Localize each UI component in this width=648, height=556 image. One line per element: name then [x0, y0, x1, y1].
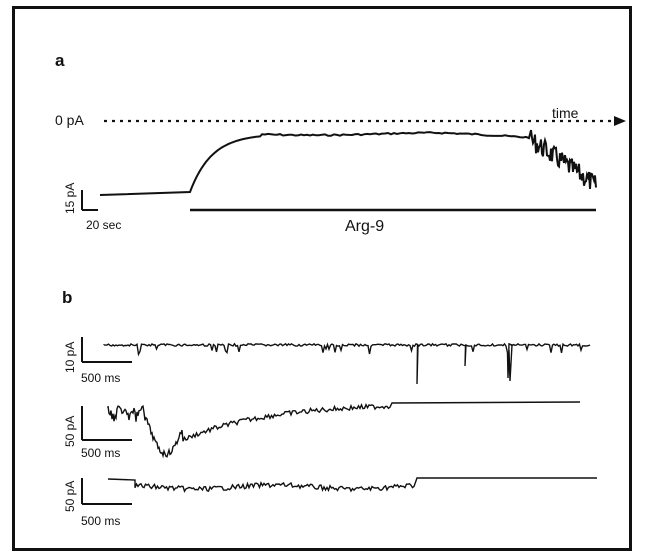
- scale-a-x-label: 20 sec: [86, 218, 121, 232]
- scale-b1-y-label: 10 pA: [63, 342, 77, 373]
- zero-pa-label: 0 pA: [55, 112, 84, 128]
- panel-b-label: b: [62, 288, 72, 307]
- scale-b1-x-label: 500 ms: [81, 371, 120, 385]
- scale-b3-y-label: 50 pA: [63, 481, 77, 512]
- scale-b3-x-label: 500 ms: [81, 514, 120, 528]
- scale-b2-x-label: 500 ms: [81, 446, 120, 460]
- panel-a-label: a: [55, 51, 65, 70]
- scale-a-y-label: 15 pA: [63, 183, 77, 214]
- scale-b2-y-label: 50 pA: [63, 416, 77, 447]
- current-trace-b2: [107, 401, 581, 459]
- figure-frame: [12, 6, 632, 551]
- current-trace-b1: [103, 342, 591, 385]
- arg9-label: Arg-9: [345, 218, 384, 235]
- time-label: time: [552, 105, 579, 121]
- time-arrow-icon: [614, 116, 626, 126]
- current-trace-b3: [107, 477, 597, 493]
- current-trace-a: [99, 129, 597, 196]
